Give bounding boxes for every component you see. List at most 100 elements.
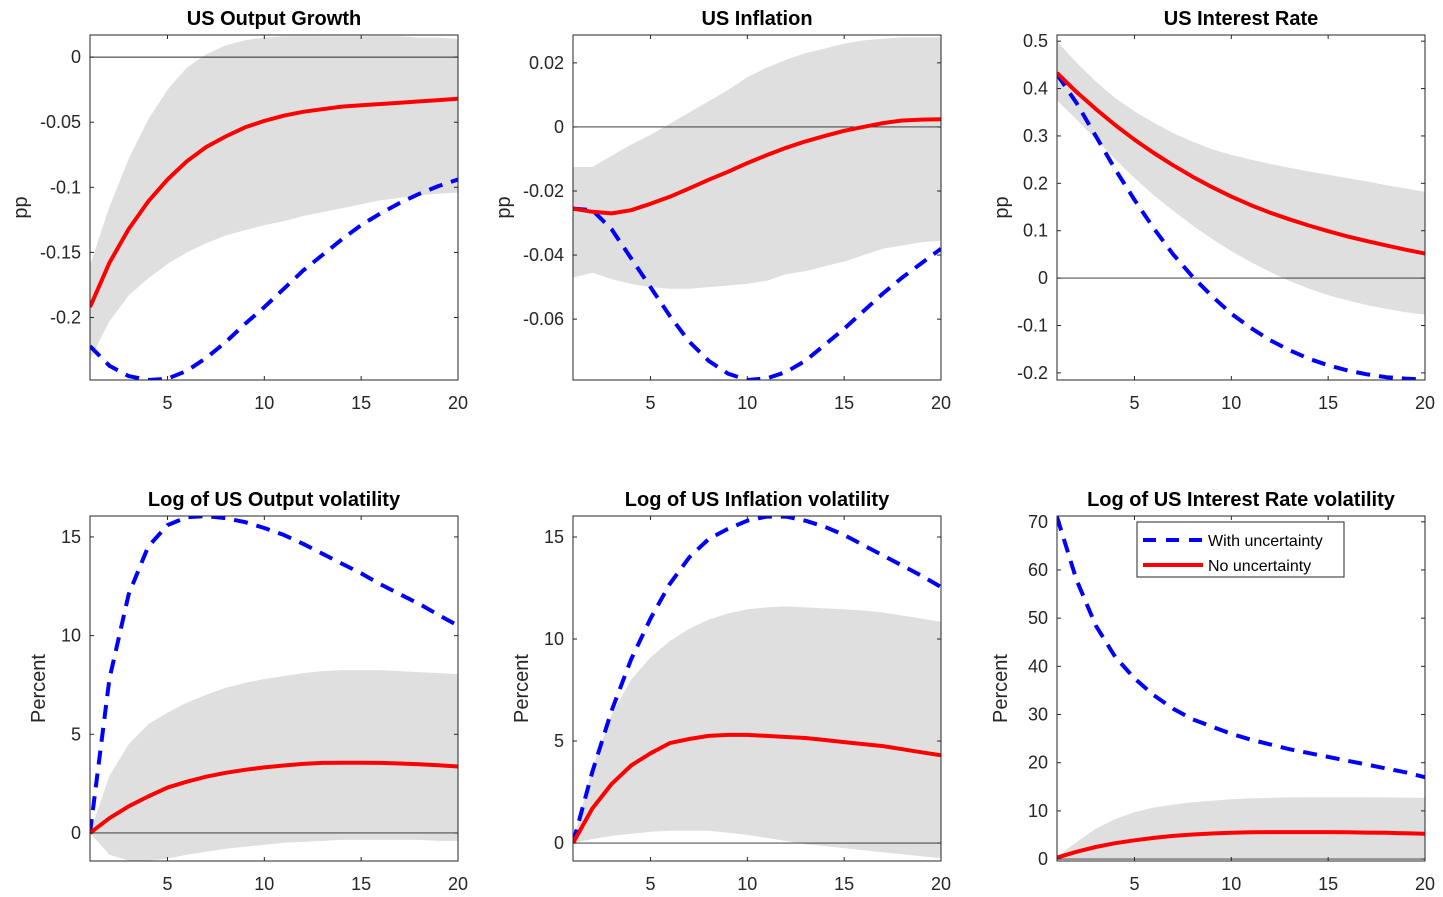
x-tick-label: 15 bbox=[834, 393, 854, 413]
chart-title: US Interest Rate bbox=[1164, 8, 1319, 30]
y-tick-label: 0.4 bbox=[1023, 79, 1048, 99]
y-tick-label: -0.04 bbox=[523, 245, 564, 265]
y-tick-label: -0.2 bbox=[1017, 363, 1048, 383]
y-axis-label: Percent bbox=[990, 654, 1012, 723]
x-tick-label: 15 bbox=[351, 874, 371, 894]
series-line-no-uncertainty bbox=[573, 117, 941, 216]
series-line-no-uncertainty bbox=[90, 96, 458, 308]
series-line-no-uncertainty bbox=[1057, 71, 1425, 256]
axes-box bbox=[572, 34, 942, 381]
y-tick-label: 0.1 bbox=[1023, 221, 1048, 241]
y-tick-label: -0.15 bbox=[40, 242, 81, 262]
series-line-with-uncertainty bbox=[573, 206, 941, 380]
panel-log-us-output-volatility: 5 10 15 20 0 5 10 15 Log of US Output volatility… bbox=[28, 489, 468, 894]
x-tick-label: 15 bbox=[1318, 393, 1338, 413]
axes-box bbox=[1056, 34, 1426, 381]
y-tick-label: 15 bbox=[61, 527, 81, 547]
x-tick-label: 10 bbox=[254, 874, 274, 894]
chart-title: US Inflation bbox=[701, 8, 812, 30]
y-tick-label: -0.05 bbox=[40, 112, 81, 132]
y-tick-label: -0.02 bbox=[523, 181, 564, 201]
plot-area bbox=[1057, 41, 1425, 380]
chart-title: Log of US Output volatility bbox=[148, 489, 401, 511]
y-tick-label: -0.1 bbox=[50, 177, 81, 197]
legend-box bbox=[1136, 521, 1345, 578]
y-tick-label: 10 bbox=[1028, 801, 1048, 821]
y-tick-label: 0.02 bbox=[529, 53, 564, 73]
chart-title: US Output Growth bbox=[187, 8, 361, 30]
y-tick-label: 10 bbox=[544, 629, 564, 649]
confidence-band bbox=[573, 606, 941, 859]
confidence-band bbox=[90, 36, 458, 360]
plot-area bbox=[573, 516, 941, 859]
y-tick-label: -0.06 bbox=[523, 309, 564, 329]
x-tick-label: 15 bbox=[1318, 874, 1338, 894]
x-tick-label: 5 bbox=[645, 393, 655, 413]
y-axis-label: pp bbox=[991, 196, 1013, 218]
x-tick-label: 5 bbox=[1129, 393, 1139, 413]
x-tick-label: 20 bbox=[1415, 393, 1435, 413]
x-tick-label: 20 bbox=[448, 874, 468, 894]
x-tick-label: 10 bbox=[737, 393, 757, 413]
plot-area bbox=[90, 36, 458, 380]
y-tick-label: 0.5 bbox=[1023, 31, 1048, 51]
x-tick-label: 5 bbox=[1129, 874, 1139, 894]
x-tick-label: 5 bbox=[162, 393, 172, 413]
y-tick-label: 40 bbox=[1028, 656, 1048, 676]
legend-label: No uncertainty bbox=[1208, 558, 1311, 575]
confidence-band bbox=[1057, 797, 1425, 860]
y-tick-label: 0 bbox=[71, 47, 81, 67]
axes-box bbox=[572, 515, 942, 862]
legend: With uncertainty No uncertainty bbox=[1136, 521, 1345, 578]
y-tick-label: 50 bbox=[1028, 608, 1048, 628]
y-tick-label: 70 bbox=[1028, 512, 1048, 532]
y-tick-label: 30 bbox=[1028, 705, 1048, 725]
y-tick-label: 60 bbox=[1028, 560, 1048, 580]
panel-log-us-inflation-volatility: 5 10 15 20 0 5 10 15 Log of US Inflation volatil… bbox=[511, 489, 951, 894]
x-tick-label: 20 bbox=[931, 393, 951, 413]
plot-area bbox=[573, 37, 941, 380]
panel-log-us-interest-rate-volatility: 5 10 15 20 0 10 20 30 40 50 60 70 Log of US Interest… bbox=[990, 489, 1435, 894]
series-line-with-uncertainty bbox=[1057, 516, 1425, 780]
x-tick-label: 10 bbox=[254, 393, 274, 413]
y-tick-label: 5 bbox=[71, 724, 81, 744]
y-axis-label: pp bbox=[493, 196, 515, 218]
x-tick-label: 15 bbox=[351, 393, 371, 413]
series-line-no-uncertainty bbox=[1057, 830, 1425, 860]
x-tick-label: 10 bbox=[737, 874, 757, 894]
axes-box bbox=[89, 515, 459, 862]
y-tick-label: 0.2 bbox=[1023, 173, 1048, 193]
y-tick-label: 0 bbox=[1038, 268, 1048, 288]
confidence-band bbox=[573, 37, 941, 289]
y-axis-label: pp bbox=[10, 196, 32, 218]
x-tick-label: 10 bbox=[1221, 393, 1241, 413]
confidence-band bbox=[1057, 41, 1425, 315]
x-tick-label: 15 bbox=[834, 874, 854, 894]
series-line-no-uncertainty bbox=[573, 732, 941, 844]
panel-us-output-growth: 5 10 15 20 -0.2 -0.15 -0.1 -0.05 0 US Output Grow… bbox=[10, 8, 468, 413]
x-tick-label: 5 bbox=[645, 874, 655, 894]
y-tick-label: 5 bbox=[554, 731, 564, 751]
y-tick-label: 0.3 bbox=[1023, 126, 1048, 146]
y-tick-label: -0.2 bbox=[50, 308, 81, 328]
y-tick-label: 0 bbox=[71, 823, 81, 843]
y-tick-label: 20 bbox=[1028, 753, 1048, 773]
y-tick-label: -0.1 bbox=[1017, 316, 1048, 336]
chart-title: Log of US Interest Rate volatility bbox=[1087, 489, 1396, 511]
x-tick-label: 5 bbox=[162, 874, 172, 894]
y-axis-label: Percent bbox=[28, 654, 50, 723]
y-tick-label: 10 bbox=[61, 626, 81, 646]
series-line-with-uncertainty bbox=[1057, 73, 1425, 380]
y-tick-label: 15 bbox=[544, 527, 564, 547]
axes-box bbox=[1056, 515, 1426, 862]
y-tick-label: 0 bbox=[1038, 849, 1048, 869]
y-tick-label: 0 bbox=[554, 117, 564, 137]
x-tick-label: 20 bbox=[931, 874, 951, 894]
x-tick-label: 20 bbox=[448, 393, 468, 413]
x-tick-label: 20 bbox=[1415, 874, 1435, 894]
panel-us-inflation: 5 10 15 20 -0.06 -0.04 -0.02 0 0.02 US Inflation p… bbox=[493, 8, 951, 413]
axes-box bbox=[89, 34, 459, 381]
y-tick-label: 0 bbox=[554, 833, 564, 853]
chart-title: Log of US Inflation volatility bbox=[625, 489, 890, 511]
